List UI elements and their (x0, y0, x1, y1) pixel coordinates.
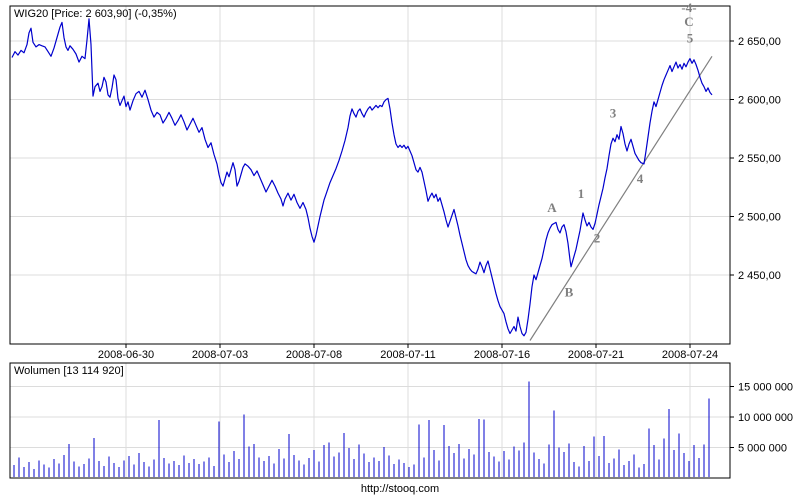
wave-annotation: A (547, 200, 557, 215)
volume-panel-title: Wolumen [13 114 920] (14, 365, 124, 377)
date-axis-label: 2008-07-08 (286, 349, 342, 361)
price-axis-label: 2 600,00 (738, 95, 781, 107)
volume-axis-label: 15 000 000 (738, 382, 793, 394)
price-axis-label: 2 500,00 (738, 212, 781, 224)
wave-annotation: 2 (594, 231, 601, 246)
wave-annotation: 4 (637, 171, 644, 186)
volume-panel-border (9, 362, 731, 479)
date-axis-label: 2008-07-11 (380, 349, 435, 361)
wave-annotation: -4- (681, 0, 696, 15)
footer-url: http://stooq.com (360, 483, 440, 495)
date-axis-label: 2008-07-03 (192, 349, 248, 361)
volume-axis-label: 5 000 000 (738, 443, 787, 455)
date-axis-label: 2008-06-30 (98, 349, 154, 361)
wave-annotation: 1 (578, 186, 585, 201)
date-axis-label: 2008-07-24 (662, 349, 718, 361)
date-axis-label: 2008-07-21 (568, 349, 624, 361)
volume-axis-label: 10 000 000 (738, 412, 793, 424)
price-axis-label: 2 550,00 (738, 153, 781, 165)
date-axis-label: 2008-07-16 (474, 349, 530, 361)
wave-annotation: B (565, 284, 574, 299)
wave-annotation: 5 (687, 31, 694, 46)
price-axis-label: 2 650,00 (738, 36, 781, 48)
price-panel-title: WIG20 [Price: 2 603,90] (-0,35%) (14, 8, 177, 20)
wave-annotation: 3 (610, 105, 617, 120)
wave-annotation: C (684, 14, 693, 29)
price-line (11, 18, 713, 337)
trend-line (529, 55, 713, 341)
price-axis-label: 2 450,00 (738, 270, 781, 282)
price-panel-border (9, 5, 731, 345)
